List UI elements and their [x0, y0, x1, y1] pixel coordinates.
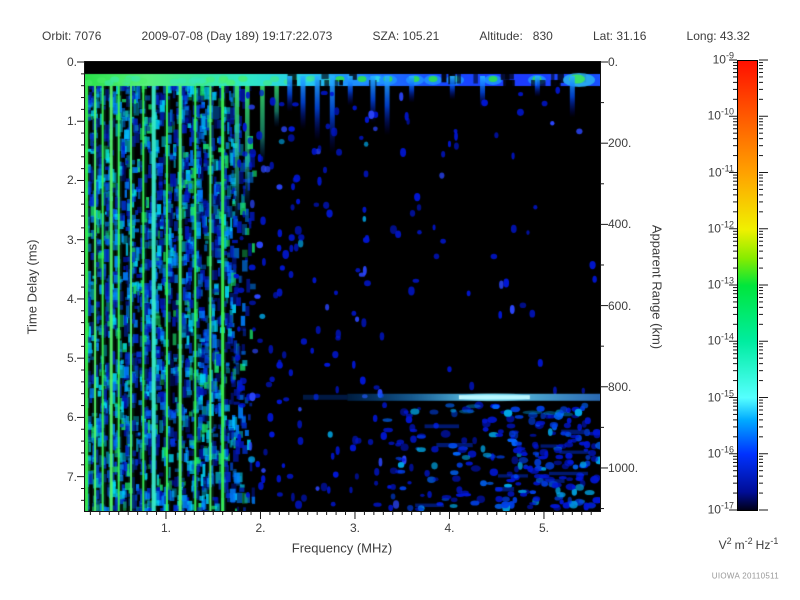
y2-tick-label: 800.: [608, 379, 632, 394]
x-tick-label: 3.: [349, 521, 360, 535]
x-tick-label: 5.: [538, 521, 549, 535]
y-tick-label: 7.: [66, 469, 77, 484]
y-tick-label: 2.: [66, 173, 77, 188]
colorbar-tick-label: 10-17: [707, 500, 734, 517]
y-tick-label: 1.: [66, 114, 77, 129]
y-tick-label: 0.: [66, 55, 77, 69]
x-tick-label: 2.: [255, 521, 266, 535]
orbit-value: Orbit: 7076: [42, 29, 102, 43]
spectrogram-canvas: [85, 62, 600, 511]
y2-tick-label: 200.: [608, 136, 632, 151]
datetime-value: 2009-07-08 (Day 189) 19:17:22.073: [141, 29, 333, 43]
latitude-value: Lat: 31.16: [592, 29, 647, 43]
colorbar-tick-label: 10-14: [707, 331, 734, 348]
colorbar-gradient: [737, 60, 758, 511]
spectrogram-plot-area: [84, 61, 601, 512]
y-tick-label: 5.: [66, 351, 77, 366]
colorbar-tick-label: 10-10: [707, 106, 734, 123]
y-tick-label: 3.: [66, 232, 77, 247]
watermark-text: UIOWA 20110511: [711, 571, 779, 581]
altitude-value: Altitude: 830: [479, 29, 553, 43]
y2-tick-label: 0.: [608, 55, 619, 69]
y-tick-label: 4.: [66, 291, 77, 306]
y2-tick-label: 1000.: [608, 460, 639, 475]
y2-axis-label: Apparent Range (km): [649, 224, 665, 350]
colorbar-tick-label: 10-15: [707, 387, 734, 404]
colorbar-tick-label: 10-13: [707, 275, 734, 292]
x-axis-label: Frequency (MHz): [291, 540, 393, 556]
x-tick-label: 1.: [160, 521, 171, 535]
colorbar-tick-label: 10-11: [708, 162, 734, 179]
header-info-bar: Orbit: 7076 2009-07-08 (Day 189) 19:17:2…: [42, 29, 750, 43]
y2-tick-label: 400.: [608, 217, 632, 232]
colorbar-tick-label: 10-9: [712, 50, 734, 67]
y-axis-label: Time Delay (ms): [24, 239, 40, 335]
colorbar-tick-label: 10-12: [707, 219, 734, 236]
x-tick-label: 4.: [444, 521, 455, 535]
y2-tick-label: 600.: [608, 298, 632, 313]
colorbar-tick-label: 10-16: [707, 444, 734, 461]
y-tick-label: 6.: [66, 410, 77, 425]
sza-value: SZA: 105.21: [372, 29, 440, 43]
colorbar-units-label: V2 m-2 Hz-1: [718, 536, 779, 553]
longitude-value: Long: 43.32: [686, 29, 750, 43]
